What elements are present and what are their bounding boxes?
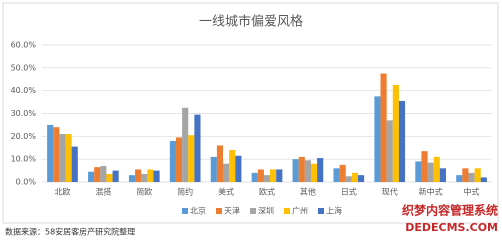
x-tick-label: 日式	[341, 187, 357, 197]
legend-label: 上海	[326, 206, 342, 216]
bar	[415, 161, 422, 182]
watermark: DEDECMS.COM	[405, 221, 498, 234]
bar	[88, 171, 95, 182]
bar	[141, 174, 148, 182]
bar	[433, 156, 440, 182]
legend-swatch	[216, 208, 222, 214]
bar	[351, 172, 359, 182]
bar	[263, 175, 271, 182]
bar	[135, 169, 142, 182]
x-tick-label: 欧式	[259, 187, 275, 197]
legend-swatch	[182, 208, 188, 214]
x-tick-label: 中式	[464, 187, 480, 197]
bar	[480, 177, 487, 182]
bar	[345, 176, 352, 182]
bar	[456, 175, 463, 182]
bar	[235, 155, 242, 182]
watermark: 织梦内容管理系统	[402, 203, 498, 218]
bar	[358, 175, 365, 182]
y-tick-label: 60.0%	[11, 41, 37, 50]
bar	[182, 107, 189, 182]
bar	[462, 168, 469, 182]
chart-title: 一线城市偏爱风格	[199, 14, 303, 30]
bar	[339, 164, 346, 182]
x-tick-label: 新中式	[419, 187, 443, 197]
bar	[128, 175, 136, 182]
bar	[106, 174, 113, 182]
bar	[257, 169, 264, 182]
chart-frame	[2, 2, 499, 224]
y-tick-label: 10.0%	[11, 155, 37, 164]
x-tick-label: 简欧	[136, 187, 152, 197]
bar	[216, 145, 224, 182]
bar	[386, 120, 393, 182]
bar	[398, 100, 406, 182]
legend-swatch	[250, 208, 256, 214]
bar	[53, 127, 60, 182]
bar	[304, 160, 311, 182]
bar	[210, 156, 217, 182]
bar	[188, 135, 195, 182]
bar	[270, 169, 277, 182]
bar	[223, 163, 230, 182]
bar	[147, 169, 154, 182]
bar	[251, 172, 258, 182]
legend-swatch	[318, 208, 324, 214]
source-note: 数据来源：58安居客房产研究院整理	[5, 227, 135, 237]
x-tick-label: 北欧	[54, 187, 70, 197]
x-tick-label: 其他	[300, 187, 316, 197]
y-tick-label: 50.0%	[11, 63, 37, 72]
bar	[310, 163, 318, 182]
bar	[169, 140, 176, 182]
legend-label: 广州	[292, 206, 308, 216]
legend-label: 深圳	[258, 206, 274, 216]
bar	[421, 151, 428, 182]
bar	[374, 96, 381, 182]
bar	[59, 134, 66, 182]
bar	[194, 114, 201, 182]
x-tick-label: 简约	[177, 187, 193, 197]
bar	[100, 166, 107, 182]
y-tick-label: 40.0%	[11, 86, 37, 95]
y-tick-label: 0.0%	[16, 178, 37, 187]
bar	[427, 162, 434, 182]
bar	[65, 134, 72, 182]
bar	[292, 159, 299, 182]
x-tick-label: 混搭	[95, 187, 111, 197]
bar	[380, 73, 387, 182]
legend-label: 天津	[224, 206, 240, 216]
y-tick-label: 20.0%	[11, 132, 37, 141]
bar	[47, 124, 54, 182]
bar	[474, 168, 481, 182]
bar	[153, 170, 160, 182]
bar	[229, 150, 236, 182]
legend-swatch	[284, 208, 290, 214]
bar	[468, 172, 475, 182]
bar	[175, 137, 183, 182]
y-tick-label: 30.0%	[11, 109, 37, 118]
bar	[333, 168, 340, 182]
x-tick-label: 美式	[218, 187, 234, 197]
bar	[71, 146, 78, 182]
bar	[112, 170, 119, 182]
bar	[317, 158, 324, 182]
bar	[392, 84, 399, 182]
bar	[94, 167, 101, 182]
legend-label: 北京	[190, 206, 206, 216]
bar	[439, 168, 446, 182]
bar	[298, 156, 305, 182]
bar	[276, 169, 283, 182]
x-tick-label: 现代	[382, 187, 398, 197]
